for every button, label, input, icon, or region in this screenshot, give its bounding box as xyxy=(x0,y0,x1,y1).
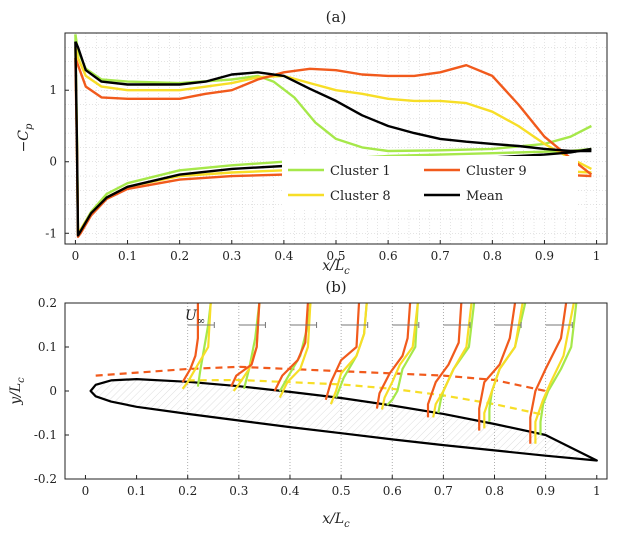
panel-b-xlabel: x/Lc xyxy=(322,511,350,530)
velocity-profile-cluster-9 xyxy=(324,302,361,401)
velocity-profile-cluster-9 xyxy=(375,302,412,409)
x-tick-label: 0 xyxy=(72,249,80,263)
x-tick-label: 0.1 xyxy=(127,484,146,498)
panel-a-xticks: 0 0.1 0.2 0.3 0.4 0.5 0.6 0.7 0.8 0.9 1 xyxy=(72,240,601,263)
velocity-profile-cluster-8 xyxy=(278,302,312,399)
panel-a-grid xyxy=(65,33,607,244)
velocity-profile-cluster-9 xyxy=(230,302,261,388)
cp-upper-mean xyxy=(74,41,592,153)
legend-label-mean: Mean xyxy=(466,189,504,204)
x-tick-label: 0.7 xyxy=(434,484,453,498)
velocity-profile-cluster-8 xyxy=(181,302,212,390)
cp-upper-cluster-9 xyxy=(74,57,593,176)
x-tick-label: 1 xyxy=(593,484,601,498)
x-tick-label: 0.3 xyxy=(222,249,241,263)
x-tick-label: 0.9 xyxy=(536,484,555,498)
cp-upper-cluster-8 xyxy=(74,47,592,170)
velocity-profile-cluster-1 xyxy=(386,302,419,406)
separation-cluster-9 xyxy=(95,365,546,393)
y-tick-label: 0 xyxy=(49,155,57,169)
velocity-profile-cluster-9 xyxy=(426,302,463,418)
x-tick-label: 0.4 xyxy=(274,249,293,263)
velocity-profile-cluster-8 xyxy=(432,302,473,418)
x-tick-label: 0.4 xyxy=(280,484,299,498)
panel-b-title: (b) xyxy=(325,278,346,296)
y-tick-label: -1 xyxy=(45,226,57,240)
panel-b-yticks: -0.2 -0.1 0 0.1 0.2 xyxy=(34,296,69,486)
panel-a-xlabel: x/Lc xyxy=(322,258,350,277)
velocity-profile-cluster-9 xyxy=(273,302,309,392)
panel-b-ylabel: y/Lc xyxy=(8,377,27,406)
velocity-profiles xyxy=(181,302,578,444)
separation-lines xyxy=(95,365,546,417)
freestream-label: U∞ xyxy=(185,308,205,327)
airfoil-outline xyxy=(89,378,598,462)
x-tick-label: 0.9 xyxy=(535,249,554,263)
velocity-profile-cluster-1 xyxy=(278,302,312,392)
y-tick-label: 0.1 xyxy=(38,340,57,354)
x-tick-label: 0.6 xyxy=(379,249,398,263)
velocity-profile-cluster-8 xyxy=(483,302,524,429)
legend-label-cluster-9: Cluster 9 xyxy=(466,164,527,179)
y-tick-label: 0 xyxy=(49,384,57,398)
x-tick-label: 0.8 xyxy=(483,249,502,263)
velocity-profile-cluster-8 xyxy=(329,302,368,405)
x-tick-label: 1 xyxy=(593,249,601,263)
freestream-arrows xyxy=(187,322,573,328)
velocity-profile-cluster-9 xyxy=(529,302,568,444)
cp-upper-cluster-1 xyxy=(74,34,592,153)
legend-box xyxy=(282,156,578,208)
velocity-profile-cluster-1 xyxy=(539,302,578,435)
y-tick-label: 0.2 xyxy=(38,296,57,310)
velocity-profile-cluster-9 xyxy=(478,302,517,431)
x-tick-label: 0.7 xyxy=(431,249,450,263)
legend: Cluster 1 Cluster 9 Cluster 8 Mean xyxy=(282,156,578,208)
panel-a-yticks: -1 0 1 xyxy=(45,83,69,240)
panel-b-xticks: 0 0.1 0.2 0.3 0.4 0.5 0.6 0.7 0.8 0.9 1 xyxy=(82,475,601,498)
y-tick-label: 1 xyxy=(49,83,57,97)
airfoil xyxy=(89,378,598,462)
x-tick-label: 0 xyxy=(82,484,90,498)
velocity-profile-cluster-9 xyxy=(181,303,199,383)
velocity-profile-cluster-8 xyxy=(380,302,419,410)
x-tick-label: 0.3 xyxy=(229,484,248,498)
x-tick-label: 0.6 xyxy=(383,484,402,498)
y-tick-label: -0.1 xyxy=(34,428,57,442)
x-tick-label: 0.2 xyxy=(178,484,197,498)
legend-label-cluster-1: Cluster 1 xyxy=(330,164,391,179)
x-tick-label: 0.5 xyxy=(326,249,345,263)
panel-a-ylabel: −Cp xyxy=(16,123,35,152)
y-tick-label: -0.2 xyxy=(34,472,57,486)
x-tick-label: 0.2 xyxy=(170,249,189,263)
x-tick-label: 0.8 xyxy=(485,484,504,498)
legend-label-cluster-8: Cluster 8 xyxy=(330,189,391,204)
x-tick-label: 0.5 xyxy=(332,484,351,498)
x-tick-label: 0.1 xyxy=(118,249,137,263)
velocity-profile-cluster-8 xyxy=(534,302,575,444)
panel-a-title: (a) xyxy=(326,8,347,26)
